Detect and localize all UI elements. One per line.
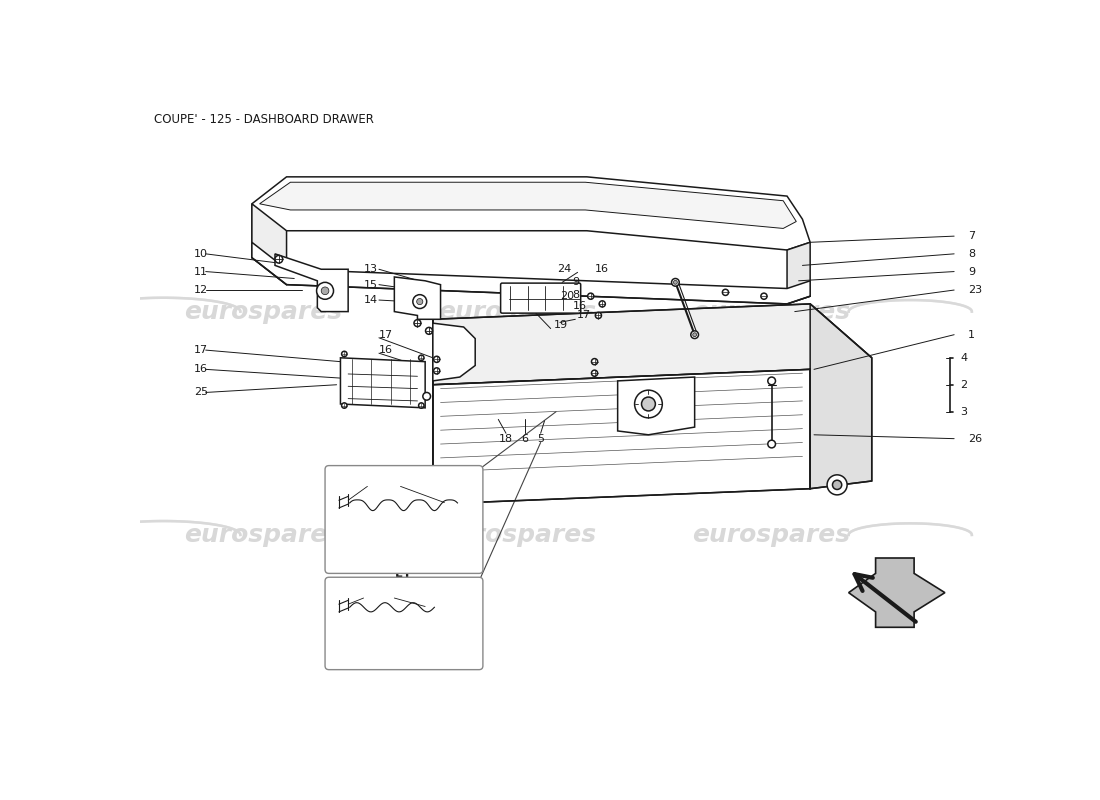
Polygon shape <box>275 254 348 311</box>
Circle shape <box>833 480 842 490</box>
Text: 13: 13 <box>363 264 377 274</box>
Circle shape <box>419 355 424 361</box>
Text: 17: 17 <box>378 330 393 340</box>
Text: 24: 24 <box>558 264 572 274</box>
Text: eurospares: eurospares <box>185 523 342 547</box>
Circle shape <box>691 331 698 338</box>
Polygon shape <box>395 277 440 319</box>
Polygon shape <box>788 242 810 304</box>
Text: 10: 10 <box>195 249 208 259</box>
Text: 28: 28 <box>364 476 378 486</box>
Circle shape <box>595 312 602 318</box>
Circle shape <box>275 255 283 263</box>
Text: 8: 8 <box>968 249 975 259</box>
Text: eurospares: eurospares <box>439 299 596 323</box>
Circle shape <box>600 301 605 307</box>
Circle shape <box>592 370 597 376</box>
Circle shape <box>635 390 662 418</box>
Circle shape <box>671 278 680 286</box>
Circle shape <box>673 281 678 284</box>
Polygon shape <box>618 377 695 435</box>
Text: 8: 8 <box>572 290 580 300</box>
Text: 16: 16 <box>378 345 393 355</box>
Text: 7: 7 <box>968 231 975 241</box>
Text: 28: 28 <box>361 588 374 598</box>
Text: 16: 16 <box>594 264 608 274</box>
Text: 6: 6 <box>521 434 529 444</box>
Circle shape <box>426 327 432 334</box>
Text: 2: 2 <box>960 380 967 390</box>
Circle shape <box>827 475 847 495</box>
Circle shape <box>419 403 424 408</box>
Circle shape <box>412 294 427 309</box>
Text: 16: 16 <box>573 302 587 311</box>
Text: 27: 27 <box>387 588 402 598</box>
Text: 5: 5 <box>537 434 544 444</box>
Circle shape <box>768 377 776 385</box>
Polygon shape <box>252 242 810 304</box>
Text: 27: 27 <box>395 476 409 486</box>
Text: 15: 15 <box>363 280 377 290</box>
FancyBboxPatch shape <box>326 466 483 574</box>
Polygon shape <box>433 304 871 385</box>
Text: 16: 16 <box>195 364 208 374</box>
Text: 22: 22 <box>378 362 393 372</box>
Text: 21: 21 <box>378 378 393 388</box>
Circle shape <box>433 356 440 362</box>
Circle shape <box>317 282 333 299</box>
Text: 19: 19 <box>553 321 568 330</box>
Polygon shape <box>810 304 871 489</box>
Polygon shape <box>252 204 286 285</box>
Text: 23: 23 <box>968 285 982 295</box>
Circle shape <box>693 333 696 337</box>
FancyBboxPatch shape <box>500 283 581 313</box>
Text: 1: 1 <box>968 330 975 340</box>
Text: F1: F1 <box>395 570 412 584</box>
Text: eurospares: eurospares <box>185 299 342 323</box>
Text: COUPE' - 125 - DASHBOARD DRAWER: COUPE' - 125 - DASHBOARD DRAWER <box>154 113 374 126</box>
Polygon shape <box>433 370 810 504</box>
Circle shape <box>641 397 656 411</box>
Circle shape <box>592 358 597 365</box>
Text: 12: 12 <box>195 285 208 295</box>
Circle shape <box>768 440 776 448</box>
Polygon shape <box>252 177 810 258</box>
Polygon shape <box>341 358 425 408</box>
Circle shape <box>417 298 422 305</box>
Text: eurospares: eurospares <box>693 299 850 323</box>
Text: 3: 3 <box>960 406 967 417</box>
Polygon shape <box>849 558 945 627</box>
Text: 9: 9 <box>572 278 580 287</box>
Text: 17: 17 <box>576 310 591 321</box>
Text: 9: 9 <box>968 266 975 277</box>
Text: 4: 4 <box>960 353 967 363</box>
Circle shape <box>433 368 440 374</box>
Circle shape <box>761 293 767 299</box>
FancyBboxPatch shape <box>326 578 483 670</box>
Circle shape <box>723 290 728 295</box>
Polygon shape <box>433 323 475 381</box>
Text: 20: 20 <box>560 291 574 301</box>
Circle shape <box>414 320 421 326</box>
Text: 17: 17 <box>195 345 208 355</box>
Text: eurospares: eurospares <box>693 523 850 547</box>
Circle shape <box>587 293 594 299</box>
Circle shape <box>342 351 346 357</box>
Circle shape <box>321 287 329 294</box>
Text: 11: 11 <box>195 266 208 277</box>
Circle shape <box>342 403 346 408</box>
Text: 18: 18 <box>499 434 513 444</box>
Circle shape <box>422 393 430 400</box>
Text: 25: 25 <box>195 387 208 398</box>
Text: 14: 14 <box>363 295 377 305</box>
Text: eurospares: eurospares <box>439 523 596 547</box>
Polygon shape <box>260 182 796 229</box>
Text: 26: 26 <box>968 434 982 444</box>
